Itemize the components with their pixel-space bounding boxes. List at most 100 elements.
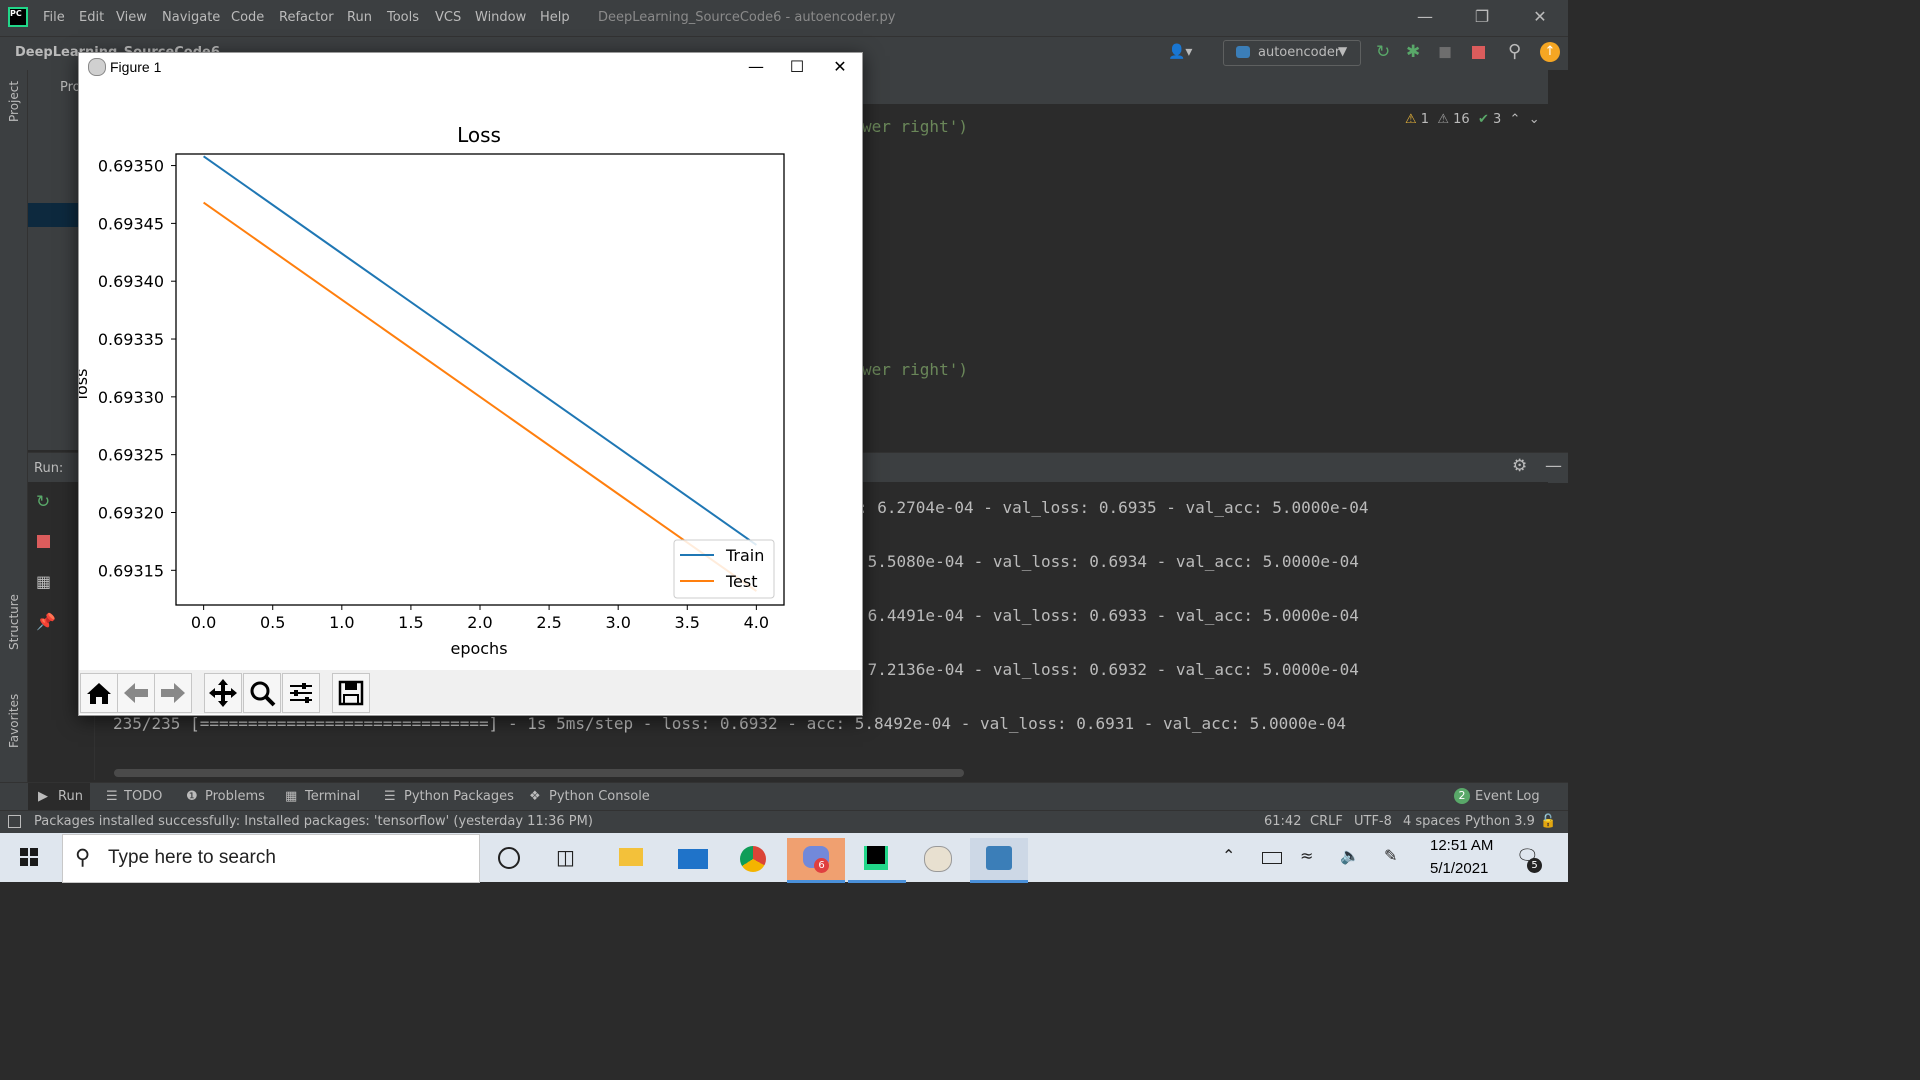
menu-edit[interactable]: Edit: [79, 10, 105, 25]
file-explorer-icon[interactable]: [601, 838, 659, 880]
paint-icon[interactable]: [908, 838, 966, 880]
figure-window-title: Figure 1: [110, 59, 162, 75]
pan-icon[interactable]: [204, 673, 242, 713]
zoom-icon[interactable]: [243, 673, 281, 713]
back-arrow-icon[interactable]: [117, 673, 155, 713]
status-message[interactable]: Packages installed successfully: Install…: [34, 814, 593, 829]
tool-window-event-log[interactable]: Event Log: [1475, 789, 1540, 804]
user-icon[interactable]: 👤▾: [1168, 44, 1193, 60]
inspection-widget[interactable]: ⚠ 1 ⚠ 16 ✔ 3 ⌃ ⌄: [1405, 112, 1540, 127]
layers-icon: ☰: [384, 789, 396, 804]
x-tick-label: 2.5: [536, 613, 561, 632]
x-tick-label: 3.5: [675, 613, 700, 632]
menu-code[interactable]: Code: [231, 10, 265, 25]
mail-icon[interactable]: [664, 838, 722, 880]
cortana-icon[interactable]: [498, 847, 520, 869]
forward-arrow-icon[interactable]: [154, 673, 192, 713]
notification-count: 5: [1527, 858, 1542, 873]
line-separator[interactable]: CRLF: [1310, 814, 1343, 829]
rerun-icon[interactable]: ↻: [1376, 42, 1391, 62]
home-icon[interactable]: [80, 673, 118, 713]
menu-tools[interactable]: Tools: [387, 10, 420, 25]
search-icon[interactable]: ⚲: [1508, 41, 1522, 62]
menu-window[interactable]: Window: [475, 10, 527, 25]
favorites-tool-tab[interactable]: Favorites: [7, 693, 21, 748]
y-tick-label: 0.69345: [98, 214, 164, 233]
menu-navigate[interactable]: Navigate: [162, 10, 221, 25]
interpreter[interactable]: Python 3.9: [1465, 814, 1535, 829]
configure-subplots-icon[interactable]: [282, 673, 320, 713]
stop-icon[interactable]: [1472, 46, 1485, 59]
tool-window-python-packages[interactable]: Python Packages: [404, 789, 514, 804]
tool-window-python-console[interactable]: Python Console: [549, 789, 650, 804]
debug-icon[interactable]: ✱: [1406, 42, 1421, 62]
selected-tree-row[interactable]: [28, 203, 78, 227]
figure-minimize-button[interactable]: —: [748, 57, 764, 76]
project-tool-tab[interactable]: Project: [7, 80, 21, 122]
layout-icon[interactable]: ▦: [36, 572, 52, 591]
tool-window-run-active: [28, 783, 90, 810]
warning-count: 1: [1420, 112, 1430, 127]
menu-refactor[interactable]: Refactor: [279, 10, 334, 25]
caret-position[interactable]: 61:42: [1264, 814, 1302, 829]
volume-icon[interactable]: 🔈: [1340, 846, 1360, 865]
list-icon: ☰: [106, 789, 118, 804]
x-tick-label: 0.5: [260, 613, 285, 632]
tool-window-problems[interactable]: Problems: [205, 789, 265, 804]
clock-date[interactable]: 5/1/2021: [1430, 860, 1489, 877]
file-encoding[interactable]: UTF-8: [1354, 814, 1392, 829]
menu-view[interactable]: View: [116, 10, 147, 25]
wifi-icon[interactable]: ≈: [1300, 846, 1314, 865]
y-tick-label: 0.69320: [98, 503, 164, 522]
typo-check-icon: ✔: [1477, 112, 1489, 127]
lock-icon[interactable]: 🔓: [1540, 814, 1557, 829]
stop-icon[interactable]: [37, 535, 50, 548]
search-icon: ⚲: [75, 845, 91, 869]
code-line-2: wer right'): [862, 360, 968, 379]
minimize-button[interactable]: —: [1417, 7, 1433, 26]
menu-vcs[interactable]: VCS: [435, 10, 462, 25]
tool-window-terminal[interactable]: Terminal: [305, 789, 360, 804]
y-tick-label: 0.69330: [98, 388, 164, 407]
tool-window-todo[interactable]: TODO: [124, 789, 163, 804]
y-tick-label: 0.69340: [98, 272, 164, 291]
show-hidden-icons-icon[interactable]: ⌃: [1222, 846, 1236, 865]
figure-maximize-button[interactable]: ☐: [789, 57, 805, 76]
menu-file[interactable]: File: [43, 10, 65, 25]
python-figure-taskbar-icon[interactable]: [970, 838, 1028, 883]
gear-icon[interactable]: ⚙: [1512, 456, 1528, 476]
project-panel-title[interactable]: Pro: [60, 80, 81, 95]
horizontal-scrollbar[interactable]: [114, 769, 964, 777]
panel-toggle-icon[interactable]: [8, 815, 21, 828]
pin-icon[interactable]: 📌: [36, 612, 56, 631]
python-console-icon: ❖: [529, 789, 541, 804]
terminal-icon: ▦: [285, 789, 298, 804]
chevron-down-icon[interactable]: ⌄: [1528, 112, 1540, 127]
x-axis-label: epochs: [450, 639, 507, 658]
pen-icon[interactable]: ✎: [1384, 846, 1398, 865]
rerun-icon[interactable]: ↻: [36, 492, 51, 512]
coverage-icon[interactable]: ◼: [1438, 42, 1453, 62]
hide-panel-icon[interactable]: —: [1545, 456, 1562, 476]
battery-icon[interactable]: [1262, 852, 1282, 864]
chevron-up-icon[interactable]: ⌃: [1509, 112, 1521, 127]
close-window-button[interactable]: ✕: [1533, 7, 1547, 26]
chrome-icon[interactable]: [724, 838, 782, 880]
menu-help[interactable]: Help: [540, 10, 570, 25]
taskbar-search-input[interactable]: [62, 834, 480, 883]
save-figure-icon[interactable]: [332, 673, 370, 713]
tool-window-run[interactable]: Run: [58, 789, 83, 804]
task-view-icon[interactable]: ◫: [556, 845, 575, 869]
pycharm-taskbar-icon[interactable]: [848, 838, 906, 883]
x-tick-label: 0.0: [191, 613, 216, 632]
restore-button[interactable]: ❐: [1474, 7, 1490, 26]
structure-tool-tab[interactable]: Structure: [7, 594, 21, 650]
figure-close-button[interactable]: ✕: [833, 57, 847, 76]
y-axis-label: loss: [79, 369, 91, 400]
update-icon[interactable]: ↑: [1540, 42, 1560, 62]
menu-run[interactable]: Run: [347, 10, 372, 25]
right-tool-stripe: [1548, 70, 1568, 810]
clock-time[interactable]: 12:51 AM: [1430, 837, 1494, 854]
indent-setting[interactable]: 4 spaces: [1403, 814, 1461, 829]
windows-start-icon[interactable]: [20, 848, 38, 866]
